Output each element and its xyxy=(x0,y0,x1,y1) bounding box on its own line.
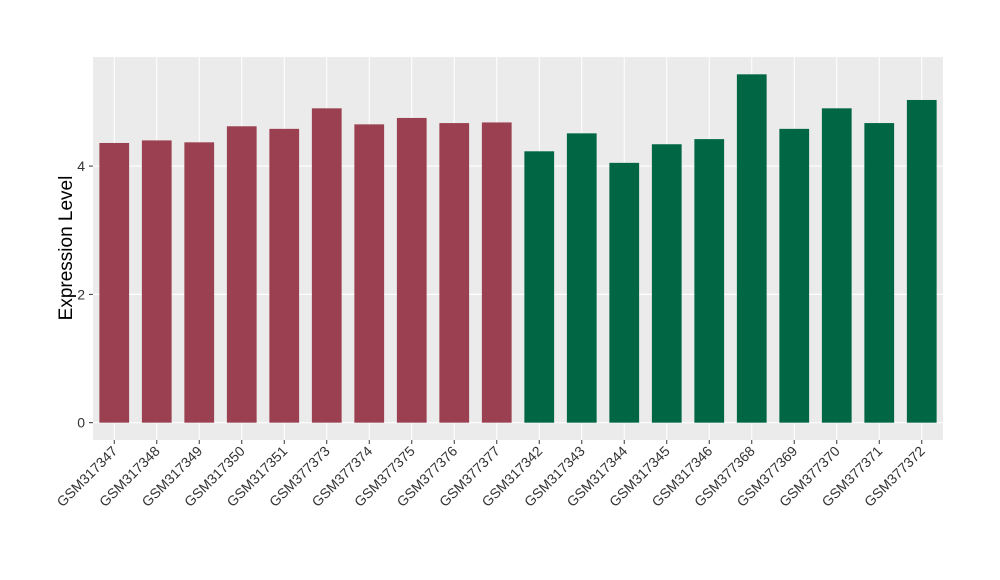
bar xyxy=(311,108,342,423)
bar xyxy=(524,151,555,423)
plot-background xyxy=(93,57,943,440)
bar xyxy=(481,122,512,423)
bar xyxy=(439,123,470,423)
y-tick-label: 0 xyxy=(77,415,85,431)
bar xyxy=(226,126,257,423)
bar xyxy=(651,144,682,423)
bar xyxy=(821,108,852,423)
bar xyxy=(609,162,640,423)
bar xyxy=(736,74,767,423)
bar xyxy=(269,128,300,423)
bar xyxy=(864,123,895,423)
y-axis-label: Expression Level xyxy=(56,176,77,321)
bar xyxy=(141,140,172,423)
bar xyxy=(566,133,597,423)
bar xyxy=(396,117,427,423)
bar xyxy=(906,99,937,423)
bar xyxy=(779,128,810,423)
bar xyxy=(354,124,385,423)
y-tick-label: 4 xyxy=(77,158,85,174)
bar xyxy=(184,142,215,423)
bar xyxy=(99,142,130,423)
y-tick-label: 2 xyxy=(77,286,85,302)
bar xyxy=(694,139,725,423)
